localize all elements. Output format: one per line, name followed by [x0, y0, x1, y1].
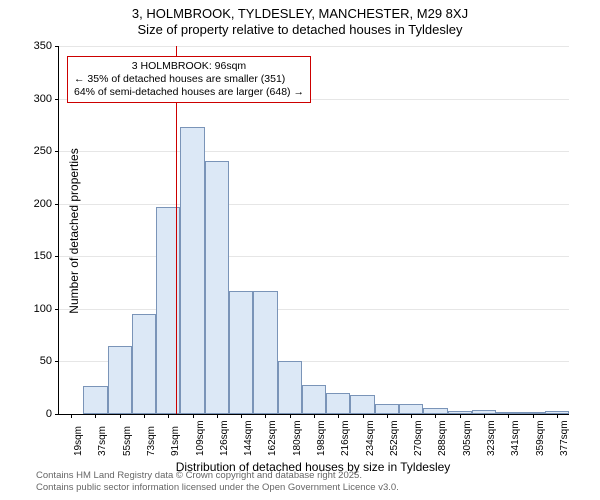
histogram-bar [156, 207, 180, 414]
y-tick-mark [55, 204, 59, 205]
title-line-1: 3, HOLMBROOK, TYLDESLEY, MANCHESTER, M29… [0, 6, 600, 21]
x-tick-label: 359sqm [535, 420, 546, 456]
y-gridline [59, 46, 569, 47]
y-gridline [59, 256, 569, 257]
histogram-bar [205, 161, 229, 414]
histogram-bar [278, 361, 302, 414]
y-tick-label: 350 [12, 40, 52, 52]
y-tick-mark [55, 256, 59, 257]
x-tick-label: 341sqm [510, 420, 521, 456]
histogram-bar [302, 385, 326, 414]
histogram-bar [375, 404, 399, 415]
x-tick-label: 323sqm [486, 420, 497, 456]
histogram-bar [108, 346, 132, 414]
x-tick-mark [387, 414, 388, 418]
y-tick-label: 0 [12, 408, 52, 420]
histogram-bar [350, 395, 374, 414]
x-tick-mark [557, 414, 558, 418]
y-tick-label: 200 [12, 198, 52, 210]
annotation-line-1: 3 HOLMBROOK: 96sqm [74, 60, 304, 73]
histogram-bar [399, 404, 423, 415]
x-tick-label: 126sqm [219, 420, 230, 456]
x-tick-mark [508, 414, 509, 418]
x-tick-mark [484, 414, 485, 418]
x-tick-label: 216sqm [340, 420, 351, 456]
y-tick-mark [55, 46, 59, 47]
histogram-bar [229, 291, 253, 414]
x-tick-mark [460, 414, 461, 418]
x-tick-label: 198sqm [316, 420, 327, 456]
x-tick-mark [265, 414, 266, 418]
x-tick-label: 109sqm [195, 420, 206, 456]
annotation-line-2: ← 35% of detached houses are smaller (35… [74, 73, 304, 86]
footer-attribution: Contains HM Land Registry data © Crown c… [36, 470, 399, 494]
annotation-box: 3 HOLMBROOK: 96sqm← 35% of detached hous… [67, 56, 311, 103]
x-tick-mark [144, 414, 145, 418]
y-tick-mark [55, 414, 59, 415]
x-tick-mark [314, 414, 315, 418]
chart-title-block: 3, HOLMBROOK, TYLDESLEY, MANCHESTER, M29… [0, 0, 600, 37]
annotation-line-3: 64% of semi-detached houses are larger (… [74, 86, 304, 99]
x-tick-mark [411, 414, 412, 418]
x-tick-label: 37sqm [97, 426, 108, 456]
x-tick-label: 252sqm [389, 420, 400, 456]
x-tick-mark [435, 414, 436, 418]
x-tick-mark [217, 414, 218, 418]
x-tick-mark [193, 414, 194, 418]
x-tick-label: 19sqm [73, 426, 84, 456]
plot-area: 3 HOLMBROOK: 96sqm← 35% of detached hous… [58, 46, 569, 415]
x-tick-mark [71, 414, 72, 418]
histogram-bar [83, 386, 107, 414]
x-tick-mark [290, 414, 291, 418]
x-tick-mark [168, 414, 169, 418]
y-tick-label: 100 [12, 303, 52, 315]
x-tick-label: 377sqm [559, 420, 570, 456]
y-gridline [59, 151, 569, 152]
y-gridline [59, 309, 569, 310]
y-tick-label: 50 [12, 355, 52, 367]
x-tick-mark [120, 414, 121, 418]
histogram-bar [180, 127, 204, 414]
histogram-bar [326, 393, 350, 414]
title-line-2: Size of property relative to detached ho… [0, 22, 600, 37]
chart-area: 3 HOLMBROOK: 96sqm← 35% of detached hous… [58, 46, 568, 414]
y-tick-mark [55, 361, 59, 362]
footer-line-1: Contains HM Land Registry data © Crown c… [36, 470, 399, 482]
x-tick-mark [95, 414, 96, 418]
x-tick-label: 234sqm [365, 420, 376, 456]
footer-line-2: Contains public sector information licen… [36, 482, 399, 494]
x-tick-label: 305sqm [462, 420, 473, 456]
y-tick-mark [55, 99, 59, 100]
x-tick-label: 270sqm [413, 420, 424, 456]
x-tick-label: 55sqm [122, 426, 133, 456]
x-tick-label: 288sqm [437, 420, 448, 456]
x-tick-mark [363, 414, 364, 418]
y-tick-label: 150 [12, 250, 52, 262]
x-tick-label: 91sqm [170, 426, 181, 456]
x-tick-label: 162sqm [267, 420, 278, 456]
y-tick-mark [55, 151, 59, 152]
x-tick-mark [241, 414, 242, 418]
x-tick-label: 144sqm [243, 420, 254, 456]
x-tick-mark [533, 414, 534, 418]
x-tick-label: 73sqm [146, 426, 157, 456]
y-tick-label: 250 [12, 145, 52, 157]
histogram-bar [132, 314, 156, 414]
x-tick-label: 180sqm [292, 420, 303, 456]
y-tick-label: 300 [12, 93, 52, 105]
y-axis-title: Number of detached properties [67, 81, 81, 381]
y-tick-mark [55, 309, 59, 310]
x-tick-mark [338, 414, 339, 418]
y-gridline [59, 204, 569, 205]
histogram-bar [253, 291, 277, 414]
